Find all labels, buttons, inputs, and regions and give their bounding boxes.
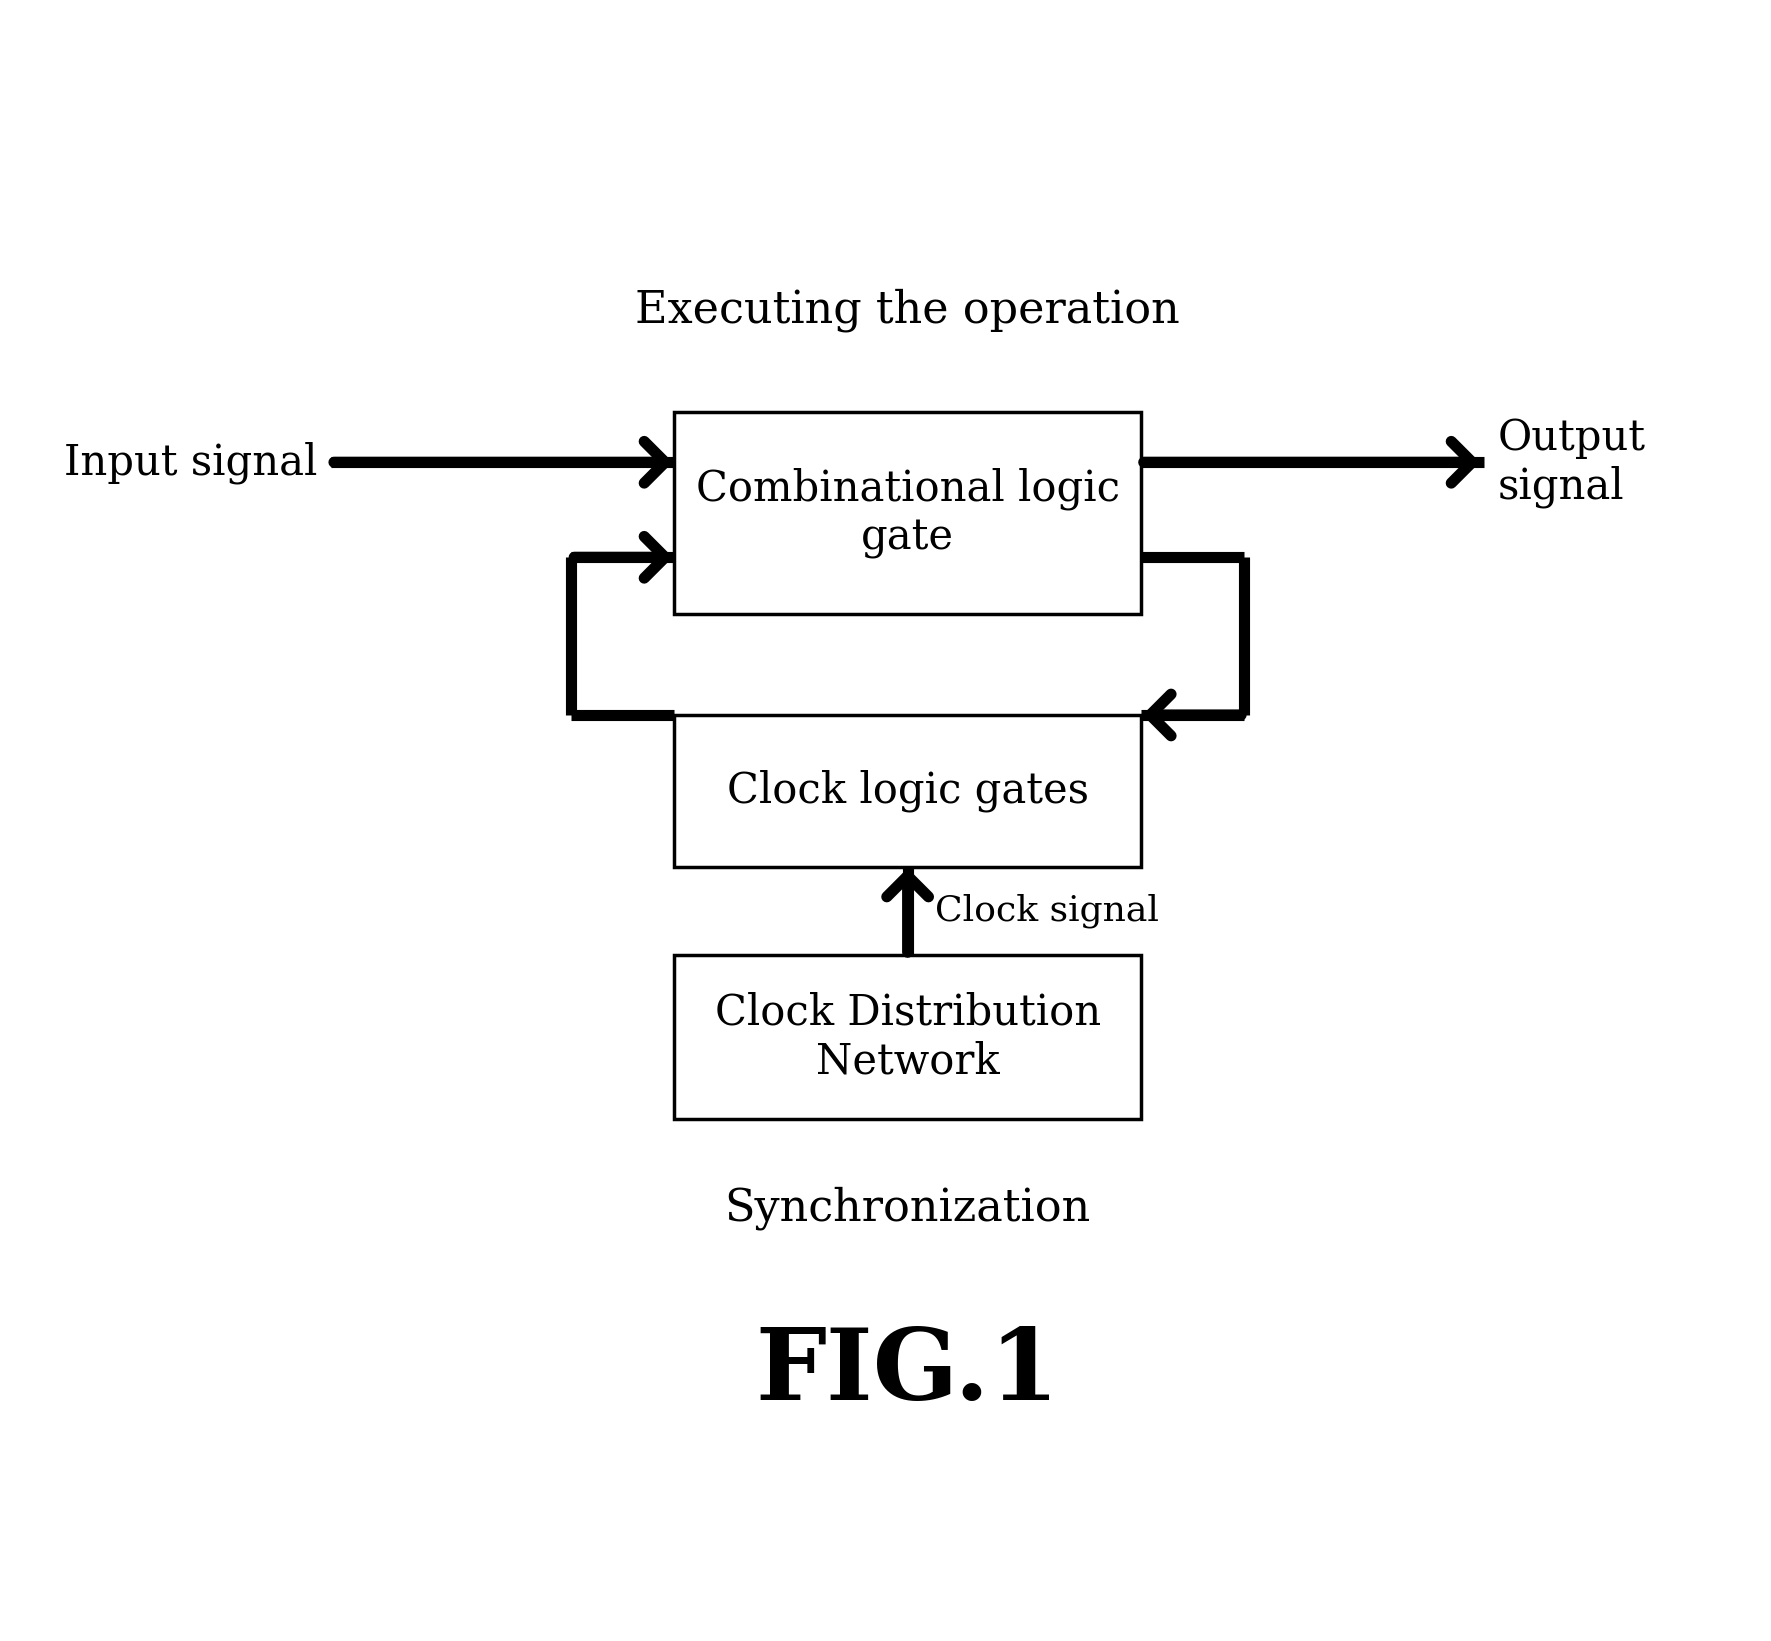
Text: Combinational logic
gate: Combinational logic gate [696, 468, 1119, 558]
Text: Synchronization: Synchronization [724, 1186, 1091, 1229]
Text: Clock Distribution
Network: Clock Distribution Network [714, 991, 1102, 1083]
Text: Input signal: Input signal [64, 441, 317, 484]
Bar [675, 412, 1141, 614]
Bar [675, 955, 1141, 1119]
Text: Output
signal: Output signal [1498, 417, 1645, 507]
Text: Executing the operation: Executing the operation [636, 289, 1179, 333]
Text: Clock logic gates: Clock logic gates [726, 770, 1089, 812]
Text: FIG.1: FIG.1 [756, 1324, 1059, 1421]
Bar [675, 715, 1141, 866]
Text: Clock signal: Clock signal [935, 894, 1158, 929]
